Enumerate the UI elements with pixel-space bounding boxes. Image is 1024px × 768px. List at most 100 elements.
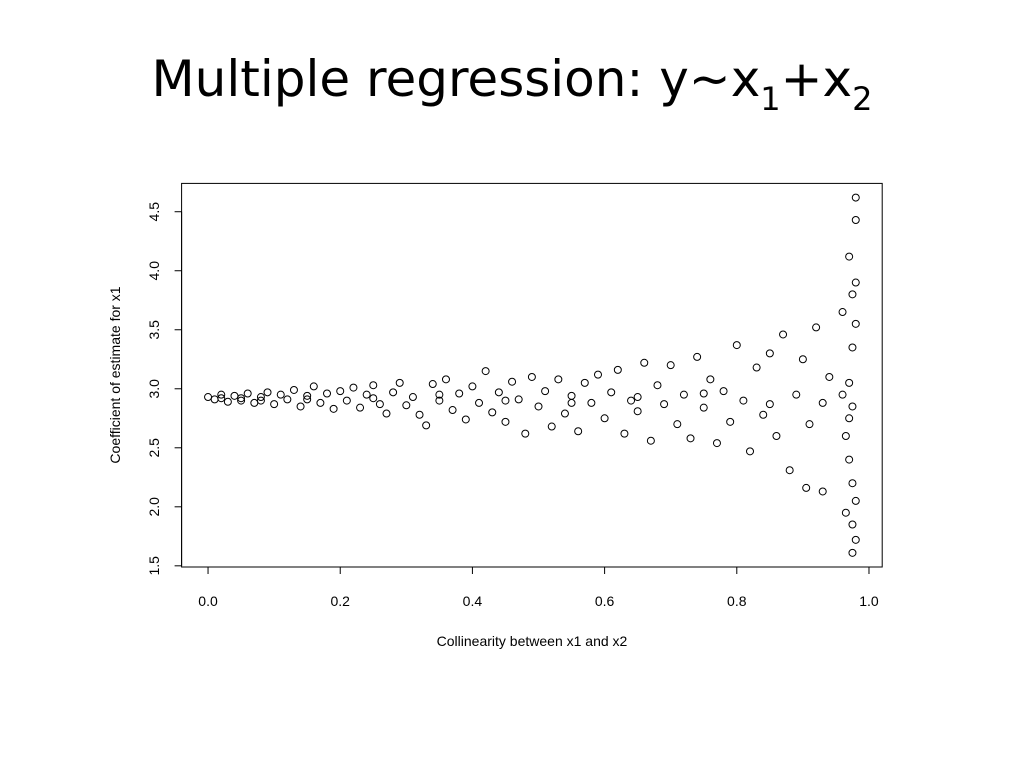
y-tick-label: 3.0 xyxy=(146,379,162,399)
point xyxy=(841,431,850,440)
point xyxy=(851,193,860,202)
y-tick-label: 4.5 xyxy=(146,202,162,222)
point xyxy=(461,415,470,424)
point xyxy=(779,330,788,339)
point xyxy=(746,447,755,456)
point xyxy=(679,390,688,399)
x-tick-label: 0.2 xyxy=(330,593,350,609)
point xyxy=(593,370,602,379)
point xyxy=(653,381,662,390)
point xyxy=(699,389,708,398)
point xyxy=(389,388,398,397)
point xyxy=(402,401,411,410)
point xyxy=(296,402,305,411)
title-text: Multiple regression: y~x xyxy=(152,50,761,108)
point xyxy=(475,398,484,407)
point xyxy=(237,394,246,403)
point xyxy=(851,535,860,544)
point xyxy=(223,397,232,406)
point xyxy=(567,391,576,400)
point xyxy=(666,361,675,370)
point xyxy=(349,383,358,392)
point xyxy=(263,388,272,397)
point xyxy=(726,417,735,426)
point xyxy=(845,378,854,387)
point xyxy=(250,398,259,407)
point xyxy=(851,319,860,328)
x-tick-label: 0.6 xyxy=(595,593,615,609)
point xyxy=(848,290,857,299)
point xyxy=(514,395,523,404)
slide-title: Multiple regression: y~x1+x2 xyxy=(152,50,873,118)
point xyxy=(818,398,827,407)
point xyxy=(415,410,424,419)
y-tick-label: 4.0 xyxy=(146,261,162,281)
point xyxy=(851,496,860,505)
point xyxy=(838,308,847,317)
point xyxy=(204,393,213,402)
point xyxy=(812,323,821,332)
y-tick-label: 2.5 xyxy=(146,438,162,458)
point xyxy=(845,414,854,423)
point xyxy=(660,400,669,409)
point xyxy=(848,479,857,488)
point xyxy=(600,414,609,423)
point xyxy=(243,389,252,398)
point xyxy=(699,403,708,412)
title-subscript: 2 xyxy=(852,80,872,118)
point xyxy=(441,375,450,384)
point xyxy=(369,394,378,403)
point xyxy=(382,409,391,418)
point xyxy=(633,407,642,416)
point xyxy=(627,396,636,405)
point xyxy=(547,422,556,431)
point xyxy=(759,410,768,419)
point xyxy=(408,393,417,402)
point xyxy=(580,378,589,387)
point xyxy=(607,388,616,397)
point xyxy=(494,388,503,397)
point xyxy=(237,396,246,405)
plot-box xyxy=(181,182,883,568)
y-tick-label: 2.0 xyxy=(146,497,162,517)
point xyxy=(765,400,774,409)
point xyxy=(276,390,285,399)
point xyxy=(217,390,226,399)
point xyxy=(369,381,378,390)
point xyxy=(719,387,728,396)
x-tick-label: 0.0 xyxy=(198,593,218,609)
point xyxy=(825,372,834,381)
point xyxy=(851,215,860,224)
point xyxy=(303,391,312,400)
point xyxy=(501,417,510,426)
point xyxy=(772,431,781,440)
x-axis-label: Collinearity between x1 and x2 xyxy=(437,633,628,649)
y-tick-label: 1.5 xyxy=(146,556,162,576)
point xyxy=(732,341,741,350)
point xyxy=(752,363,761,372)
point xyxy=(620,429,629,438)
point xyxy=(329,404,338,413)
point xyxy=(468,382,477,391)
point xyxy=(560,409,569,418)
point xyxy=(587,398,596,407)
point xyxy=(256,393,265,402)
y-tick-label: 3.5 xyxy=(146,320,162,340)
point xyxy=(838,390,847,399)
y-axis-label: Coefficient of estimate for x1 xyxy=(107,286,123,463)
point xyxy=(435,396,444,405)
point xyxy=(289,385,298,394)
point xyxy=(805,420,814,429)
point xyxy=(435,390,444,399)
point xyxy=(336,387,345,396)
point xyxy=(798,355,807,364)
title-subscript: 1 xyxy=(760,80,780,118)
point xyxy=(802,483,811,492)
point xyxy=(541,387,550,396)
point xyxy=(217,394,226,403)
point xyxy=(428,380,437,389)
point xyxy=(481,367,490,376)
point xyxy=(422,421,431,430)
point xyxy=(848,520,857,529)
